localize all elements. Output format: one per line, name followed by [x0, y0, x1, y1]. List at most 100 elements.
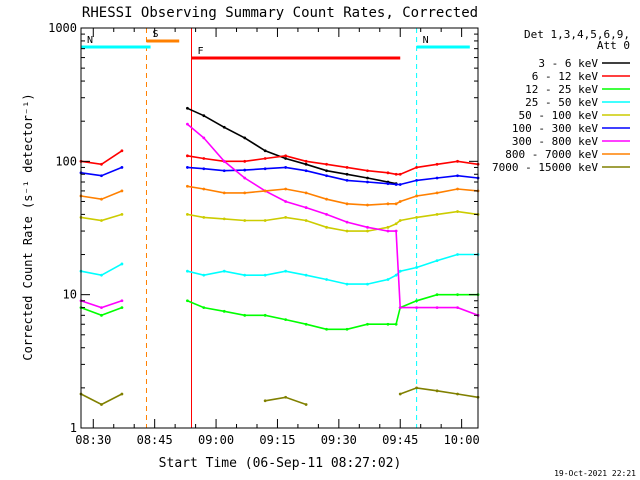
legend-label-0: 3 - 6 keV	[538, 57, 598, 70]
series-point-6-1-0	[186, 122, 189, 126]
series-point-7-0-1	[100, 197, 103, 201]
series-point-4-0-1	[100, 219, 103, 222]
series-point-0-0-1	[202, 114, 206, 118]
series-point-3-1-8	[345, 282, 349, 286]
series-point-8-2-0	[398, 392, 402, 396]
series-point-7-1-0	[186, 184, 189, 188]
series-point-4-1-7	[325, 225, 328, 229]
legend-label-2: 12 - 25 keV	[525, 83, 598, 96]
series-point-3-1-1	[202, 273, 206, 277]
series-point-7-0-2	[120, 189, 124, 193]
series-point-0-0-3	[243, 136, 247, 140]
series-line-2-1	[187, 293, 478, 331]
series-point-5-1-12	[398, 183, 402, 186]
series-point-1-1-1	[202, 157, 206, 160]
y-axis-label: Corrected Count Rate (s⁻¹ detector⁻¹)	[21, 93, 35, 360]
series-point-1-1-6	[304, 159, 308, 163]
series-point-2-1-13	[415, 299, 419, 303]
series-point-7-1-3	[243, 191, 247, 195]
series-point-8-0-1	[100, 403, 103, 406]
series-point-1-1-11	[394, 172, 398, 176]
series-point-1-1-0	[186, 154, 189, 158]
series-point-6-1-14	[435, 306, 439, 309]
series-point-0-0-4	[263, 149, 267, 153]
series-point-6-1-3	[243, 176, 247, 180]
series-point-5-1-9	[366, 180, 369, 184]
series-point-7-1-7	[325, 197, 328, 201]
series-point-2-1-4	[263, 313, 267, 317]
legend-label-1: 6 - 12 keV	[532, 70, 599, 83]
series-point-6-1-6	[304, 206, 308, 209]
series-point-7-1-14	[435, 191, 439, 195]
series-point-2-1-14	[435, 293, 439, 297]
series-point-3-0-2	[120, 262, 124, 266]
axes: 1 10 100 1000 08:30 08:45 09:00 09:15 09:30 09:45…	[48, 21, 480, 447]
x-tick-label-5: 09:45	[382, 433, 418, 447]
series-point-2-1-0	[186, 299, 189, 303]
series-point-5-1-6	[304, 169, 308, 173]
series-point-7-1-11	[394, 202, 398, 206]
series-point-0-0-7	[325, 169, 328, 173]
series-point-4-1-2	[222, 217, 226, 221]
series-point-1-1-13	[415, 166, 419, 169]
series-line-5-1	[187, 166, 479, 186]
flag-label-2: N	[423, 35, 429, 46]
legend-label-3: 25 - 50 keV	[525, 96, 598, 109]
series-point-5-1-11	[394, 183, 398, 186]
series-point-0-0-9	[366, 176, 369, 180]
series-point-8-2-3	[456, 392, 459, 396]
series-point-7-1-6	[304, 191, 308, 195]
series-point-6-1-13	[415, 306, 419, 309]
flag-label-0: S	[152, 29, 158, 40]
series-point-7-1-1	[202, 187, 206, 191]
series-point-5-1-1	[202, 167, 206, 171]
series-point-4-1-12	[398, 219, 402, 222]
y-tick-label-3: 1000	[48, 21, 77, 35]
series-point-1-1-10	[386, 171, 390, 175]
series-point-1-1-14	[435, 162, 439, 166]
series-point-2-1-1	[202, 306, 206, 309]
series-point-8-1-1	[284, 395, 288, 399]
y-tick-label-1: 10	[63, 288, 77, 302]
x-tick-label-2: 09:00	[198, 433, 234, 447]
series-point-4-1-10	[386, 225, 390, 229]
series-point-4-1-1	[202, 215, 206, 219]
series-point-1-1-8	[345, 166, 349, 169]
series-point-7-1-9	[366, 203, 369, 207]
series-point-3-1-10	[386, 278, 390, 281]
series-point-3-1-0	[186, 269, 189, 273]
series-point-5-1-0	[186, 166, 189, 169]
legend-label-8: 7000 - 15000 keV	[492, 161, 598, 174]
series-point-7-1-2	[222, 191, 226, 195]
series-point-2-1-2	[222, 309, 226, 313]
series-point-0-0-0	[186, 106, 189, 110]
series-point-5-1-8	[345, 178, 349, 182]
series-point-5-1-3	[243, 168, 247, 172]
legend-label-7: 800 - 7000 keV	[505, 148, 598, 161]
y-tick-label-2: 100	[55, 154, 77, 168]
plot-frame	[80, 27, 479, 429]
legend-label-6: 300 - 800 keV	[512, 135, 598, 148]
series-point-6-1-1	[202, 136, 206, 140]
series-point-7-1-15	[456, 187, 459, 191]
x-axis-label: Start Time (06-Sep-11 08:27:02)	[159, 456, 402, 471]
footer-date: 19-Oct-2021 22:21	[554, 469, 636, 478]
series-point-6-1-5	[284, 200, 288, 203]
series-point-4-1-5	[284, 215, 288, 219]
series-point-2-1-9	[366, 322, 369, 326]
series-point-0-0-6	[304, 162, 308, 166]
series-point-4-1-9	[366, 229, 369, 233]
series-point-4-1-11	[394, 222, 398, 226]
series-point-0-0-8	[345, 172, 349, 176]
series-point-4-1-4	[263, 219, 267, 222]
series-point-2-1-15	[456, 293, 459, 297]
series-point-8-0-2	[120, 392, 124, 396]
x-tick-label-6: 10:00	[444, 433, 480, 447]
series-point-3-1-5	[284, 269, 288, 273]
series-point-7-1-5	[284, 187, 288, 191]
series-point-5-1-15	[456, 174, 459, 178]
series-point-0-0-2	[222, 125, 226, 129]
series-point-1-1-4	[263, 157, 267, 160]
